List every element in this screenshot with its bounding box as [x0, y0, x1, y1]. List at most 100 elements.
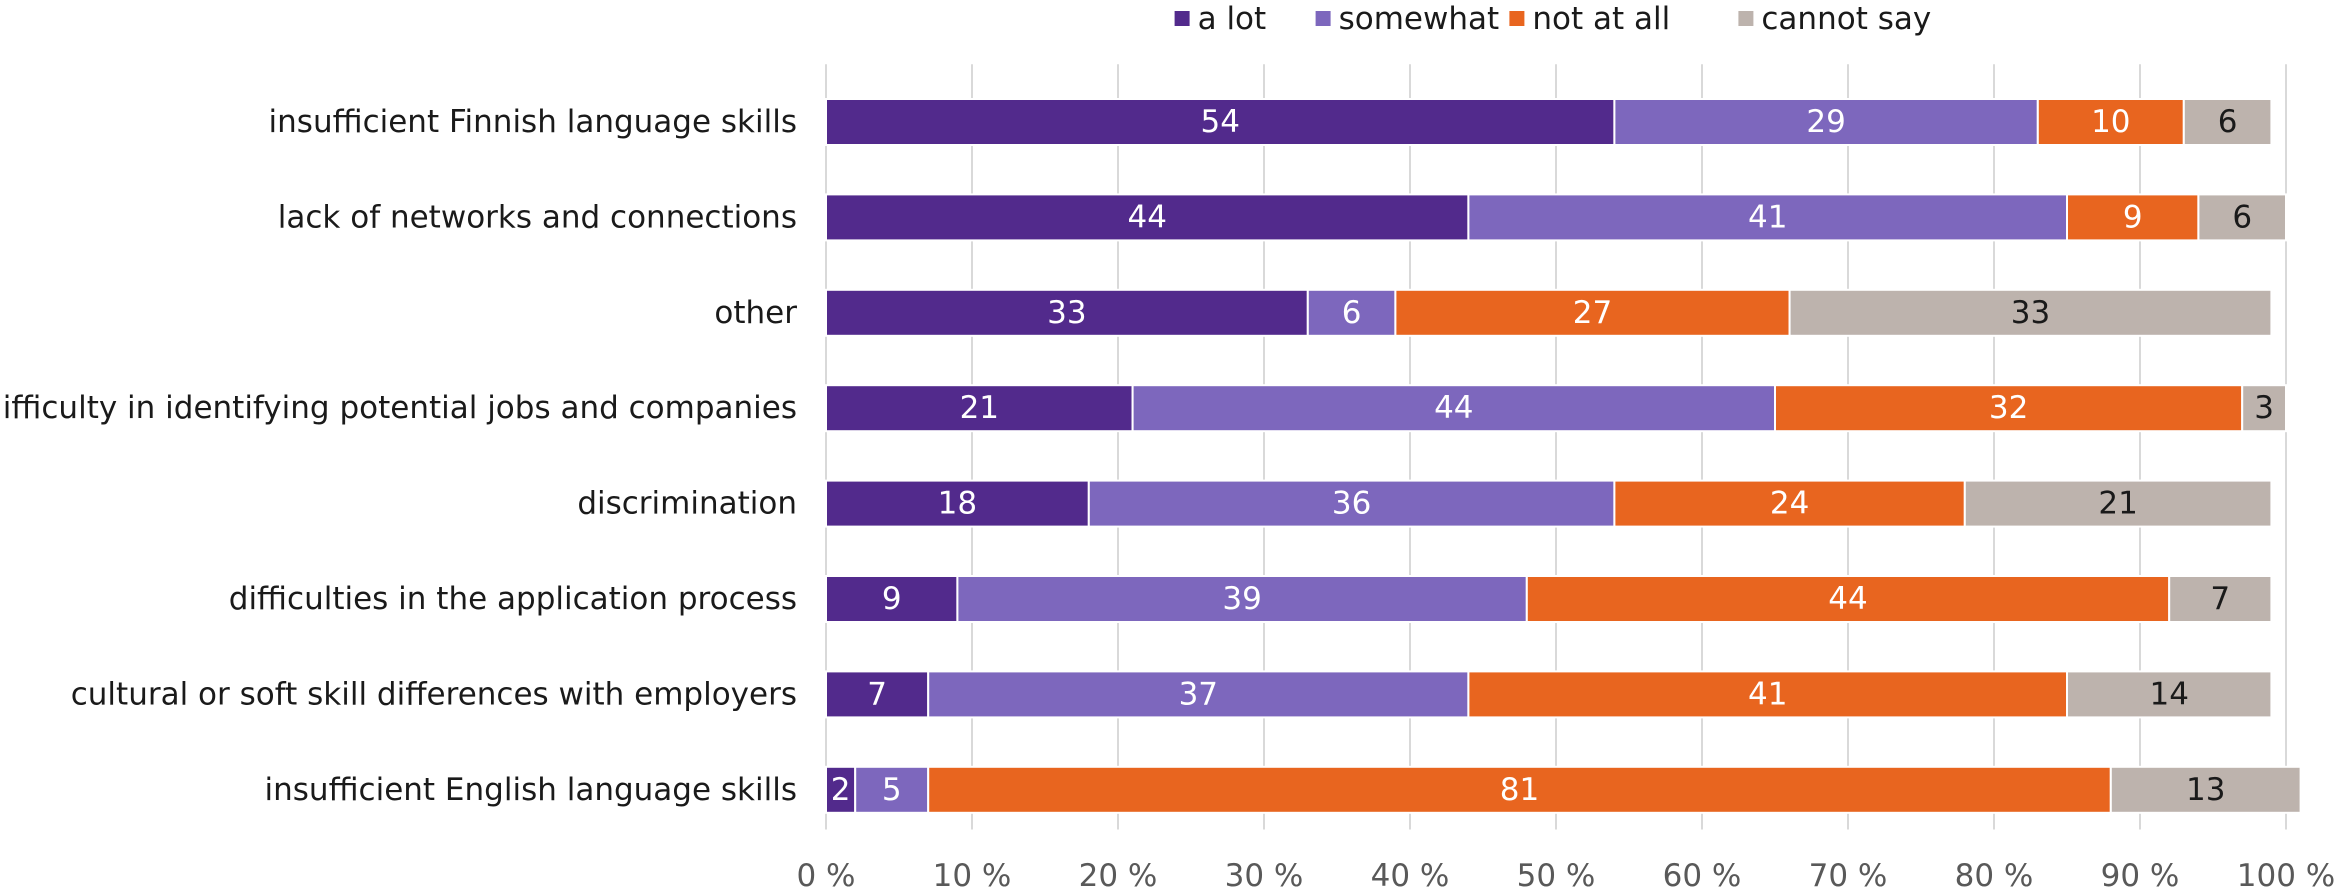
data-label-cannot-say: 33	[2011, 295, 2050, 331]
data-label-not-at-all: 32	[1989, 390, 2028, 426]
data-label-somewhat: 29	[1806, 104, 1845, 140]
data-label-a-lot: 9	[882, 581, 902, 617]
x-tick-label: 50 %	[1517, 858, 1596, 892]
bar-segment-somewhat	[1467, 193, 2068, 242]
category-labels: insufficient Finnish language skills lack…	[0, 104, 797, 808]
bar-segment-not-at-all	[1467, 670, 2068, 719]
x-tick-label: 60 %	[1663, 858, 1742, 892]
data-label-somewhat: 6	[1342, 295, 1362, 331]
data-label-a-lot: 33	[1047, 295, 1086, 331]
data-label-not-at-all: 9	[2123, 199, 2143, 235]
bar-segment-not-at-all	[1774, 384, 2244, 433]
legend-label-somewhat: somewhat	[1339, 1, 1500, 37]
bar-segment-not-at-all	[1613, 479, 1966, 528]
bar-segment-a-lot	[825, 575, 959, 623]
data-label-somewhat: 5	[882, 772, 902, 808]
bar-segment-cannot-say	[2066, 670, 2273, 719]
category-label: difficulties in the application process	[229, 581, 797, 617]
data-label-not-at-all: 44	[1828, 581, 1867, 617]
bar-segment-somewhat	[956, 575, 1528, 623]
category-label: cultural or soft skill differences with …	[71, 676, 797, 712]
bar-segment-not-at-all	[927, 765, 2112, 814]
x-tick-label: 40 %	[1371, 858, 1450, 892]
legend-swatch-cannot-say	[1738, 11, 1754, 26]
category-label: insufficient English language skills	[265, 772, 797, 808]
category-label: other	[714, 295, 797, 331]
data-label-a-lot: 54	[1200, 104, 1239, 140]
legend: a lot somewhat not at all cannot say	[1174, 1, 1931, 37]
data-label-not-at-all: 24	[1770, 486, 1809, 522]
x-tick-label: 20 %	[1079, 858, 1158, 892]
data-label-a-lot: 7	[867, 676, 887, 712]
legend-label-a-lot: a lot	[1198, 1, 1267, 37]
bar-row-6: 9 39 44 7	[825, 575, 2273, 623]
data-label-not-at-all: 41	[1748, 676, 1787, 712]
category-label: difficulty in identifying potential jobs…	[0, 390, 797, 426]
bar-row-5: 18 36 24 21	[825, 479, 2273, 528]
data-label-somewhat: 44	[1434, 390, 1473, 426]
legend-swatch-not-at-all	[1509, 11, 1525, 26]
bar-segment-somewhat	[1613, 98, 2039, 146]
bar-segment-a-lot	[825, 384, 1134, 433]
bar-segment-not-at-all	[1525, 575, 2171, 623]
bar-segment-not-at-all	[2066, 193, 2200, 242]
data-label-a-lot: 21	[960, 390, 999, 426]
data-label-cannot-say: 7	[2210, 581, 2230, 617]
x-tick-label: 70 %	[1809, 858, 1888, 892]
legend-label-not-at-all: not at all	[1532, 1, 1670, 37]
bar-segment-cannot-say	[2197, 193, 2287, 242]
bar-segment-cannot-say	[2168, 575, 2273, 623]
data-label-cannot-say: 3	[2254, 390, 2274, 426]
data-label-a-lot: 2	[831, 772, 851, 808]
bar-segment-a-lot	[825, 193, 1470, 242]
data-label-not-at-all: 81	[1500, 772, 1539, 808]
category-label: insufficient Finnish language skills	[269, 104, 797, 140]
data-label-a-lot: 44	[1127, 199, 1166, 235]
bar-segment-a-lot	[825, 288, 1309, 337]
data-label-not-at-all: 10	[2091, 104, 2130, 140]
bar-segment-somewhat	[1087, 479, 1616, 528]
x-tick-label: 100 %	[2237, 858, 2335, 892]
bar-segment-somewhat	[854, 765, 930, 814]
x-tick-label: 30 %	[1225, 858, 1304, 892]
category-label: discrimination	[577, 486, 797, 522]
data-label-cannot-say: 6	[2218, 104, 2238, 140]
bar-segment-cannot-say	[2182, 98, 2273, 146]
legend-label-cannot-say: cannot say	[1761, 1, 1931, 37]
bar-segment-a-lot	[825, 765, 857, 814]
data-label-a-lot: 18	[938, 486, 977, 522]
data-label-not-at-all: 27	[1573, 295, 1612, 331]
bar-segment-somewhat	[927, 670, 1470, 719]
bar-segment-not-at-all	[1394, 288, 1791, 337]
bar-segment-cannot-say	[2241, 384, 2287, 433]
bar-segment-somewhat	[1131, 384, 1776, 433]
bar-segment-cannot-say	[1788, 288, 2273, 337]
category-label: lack of networks and connections	[278, 199, 797, 235]
data-label-cannot-say: 21	[2098, 486, 2137, 522]
data-label-somewhat: 36	[1332, 486, 1371, 522]
legend-swatch-somewhat	[1315, 11, 1331, 26]
bar-row-2: 44 41 9 6	[825, 193, 2287, 242]
x-tick-label: 10 %	[933, 858, 1012, 892]
data-label-somewhat: 37	[1179, 676, 1218, 712]
data-label-somewhat: 39	[1222, 581, 1261, 617]
x-tick-label: 90 %	[2101, 858, 2180, 892]
bar-row-3: 33 6 27 33	[825, 288, 2273, 337]
data-label-cannot-say: 13	[2186, 772, 2225, 808]
bar-row-1: 54 29 10 6	[825, 98, 2273, 146]
data-label-somewhat: 41	[1748, 199, 1787, 235]
bar-segment-a-lot	[825, 479, 1090, 528]
data-label-cannot-say: 14	[2149, 676, 2188, 712]
bar-segment-cannot-say	[2109, 765, 2302, 814]
x-tick-label: 0 %	[796, 858, 855, 892]
legend-swatch-a-lot	[1174, 11, 1190, 26]
bar-segment-cannot-say	[1963, 479, 2273, 528]
bar-row-4: 21 44 32 3	[825, 384, 2287, 433]
bar-row-8: 2 5 81 13	[825, 765, 2302, 814]
bar-row-7: 7 37 41 14	[825, 670, 2273, 719]
bar-segment-a-lot	[825, 98, 1616, 146]
x-axis-tick-labels: 0 % 10 % 20 % 30 % 40 % 50 % 60 % 70 % 80 % 90 % 1…	[796, 858, 2335, 892]
data-label-cannot-say: 6	[2232, 199, 2252, 235]
